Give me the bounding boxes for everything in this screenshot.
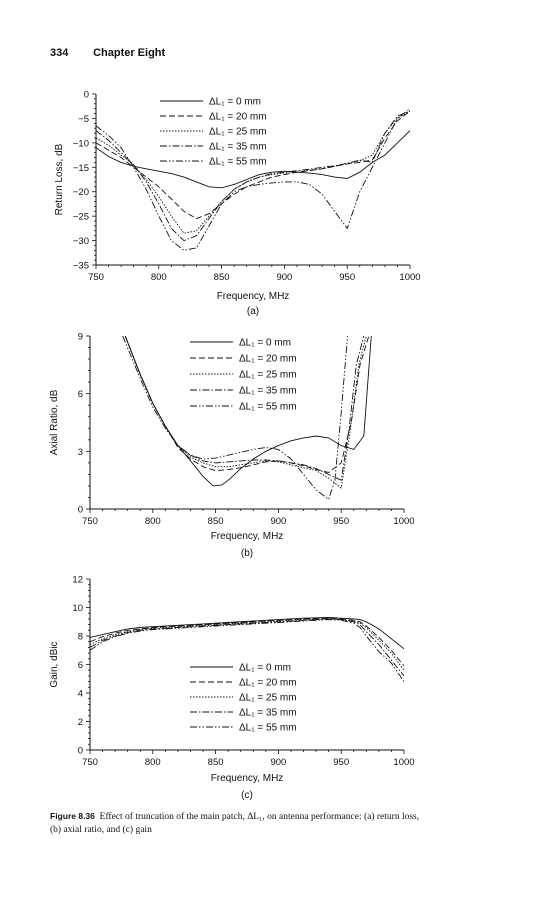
y-tick-label: −20 [73,187,89,198]
x-tick-label: 850 [208,516,224,527]
panel-label: (c) [241,790,253,801]
figure-label: Figure 8.36 [50,811,95,821]
x-tick-label: 800 [145,516,161,527]
x-tick-label: 850 [208,757,224,768]
y-axis-label: Return Loss, dB [54,143,65,215]
x-tick-label: 750 [82,516,98,527]
y-tick-label: 0 [84,90,89,101]
legend-label: ΔL₁ = 0 mm [239,338,291,349]
legend-label: ΔL₁ = 0 mm [239,663,291,674]
legend-label: ΔL₁ = 55 mm [209,157,267,168]
x-tick-label: 750 [88,272,104,283]
y-tick-label: −5 [78,114,89,125]
y-tick-label: 6 [78,389,83,400]
y-tick-label: −15 [73,163,89,174]
y-tick-label: −35 [73,261,89,272]
x-tick-label: 950 [333,516,349,527]
y-tick-label: 6 [78,660,83,671]
x-tick-label: 750 [82,757,98,768]
y-tick-label: 9 [78,332,83,343]
x-tick-label: 1000 [399,272,420,283]
y-tick-label: −25 [73,212,89,223]
x-tick-label: 900 [276,272,292,283]
chart-gain: 750 800 850 900 950 1000 0 2 4 6 8 10 12 Frequency, M… [49,575,415,802]
x-tick-label: 800 [151,272,167,283]
legend-label: ΔL₁ = 25 mm [239,693,297,704]
x-tick-label: 800 [145,757,161,768]
x-tick-label: 900 [270,757,286,768]
chart-axial-ratio: 750 800 850 900 950 1000 0 3 6 9 Frequency, MHz Axi… [49,332,415,560]
chapter-title: Chapter Eight [93,47,166,59]
series-line-1 [96,110,410,220]
x-tick-label: 900 [270,516,286,527]
y-tick-label: 2 [78,717,83,728]
series-line-4 [96,108,410,251]
legend-label: ΔL₁ = 55 mm [239,723,297,734]
series-line-3 [90,618,404,677]
legend-label: ΔL₁ = 55 mm [239,402,297,413]
page-header: 334 Chapter Eight [50,47,165,59]
series-line-0 [90,617,404,650]
y-tick-label: 0 [78,746,83,757]
x-axis-label: Frequency, MHz [211,773,284,784]
panel-label: (a) [247,306,259,317]
x-tick-label: 1000 [393,516,414,527]
x-tick-label: 950 [339,272,355,283]
y-tick-label: 12 [72,575,83,586]
figure-caption: Figure 8.36 Effect of truncation of the … [50,810,430,837]
series-line-1 [90,617,404,667]
x-axis-label: Frequency, MHz [211,531,284,542]
legend-label: ΔL₁ = 20 mm [209,112,267,123]
x-tick-label: 1000 [393,757,414,768]
legend-label: ΔL₁ = 0 mm [209,97,261,108]
series-line-0 [96,130,410,189]
series-line-2 [90,618,404,671]
page-number: 334 [50,47,69,59]
series-line-3 [124,336,365,481]
series-line-4 [122,336,348,501]
legend-label: ΔL₁ = 25 mm [209,127,267,138]
y-tick-label: −10 [73,138,89,149]
x-axis-label: Frequency, MHz [217,291,290,302]
x-tick-label: 950 [333,757,349,768]
y-tick-label: 0 [78,505,83,516]
series-line-2 [96,110,410,234]
y-tick-label: 8 [78,632,83,643]
legend-label: ΔL₁ = 25 mm [239,370,297,381]
x-tick-label: 850 [214,272,230,283]
legend-label: ΔL₁ = 35 mm [239,386,297,397]
y-axis-label: Axial Ratio, dB [49,389,60,455]
legend-label: ΔL₁ = 35 mm [239,708,297,719]
figure-caption-text: Effect of truncation of the main patch, … [50,812,420,835]
y-tick-label: 3 [78,447,83,458]
panel-label: (b) [241,548,253,559]
legend-label: ΔL₁ = 20 mm [239,354,297,365]
y-tick-label: 10 [72,603,83,614]
series-line-3 [96,110,410,242]
chart-return-loss: 750 800 850 900 950 1000 0 −5 −10 −15 −20 −25 −30 −35… [54,90,421,318]
legend-label: ΔL₁ = 20 mm [239,678,297,689]
legend-label: ΔL₁ = 35 mm [209,142,267,153]
y-axis-label: Gain, dBic [49,641,60,687]
y-tick-label: −30 [73,236,89,247]
series-line-4 [90,619,404,682]
y-tick-label: 4 [78,689,83,700]
